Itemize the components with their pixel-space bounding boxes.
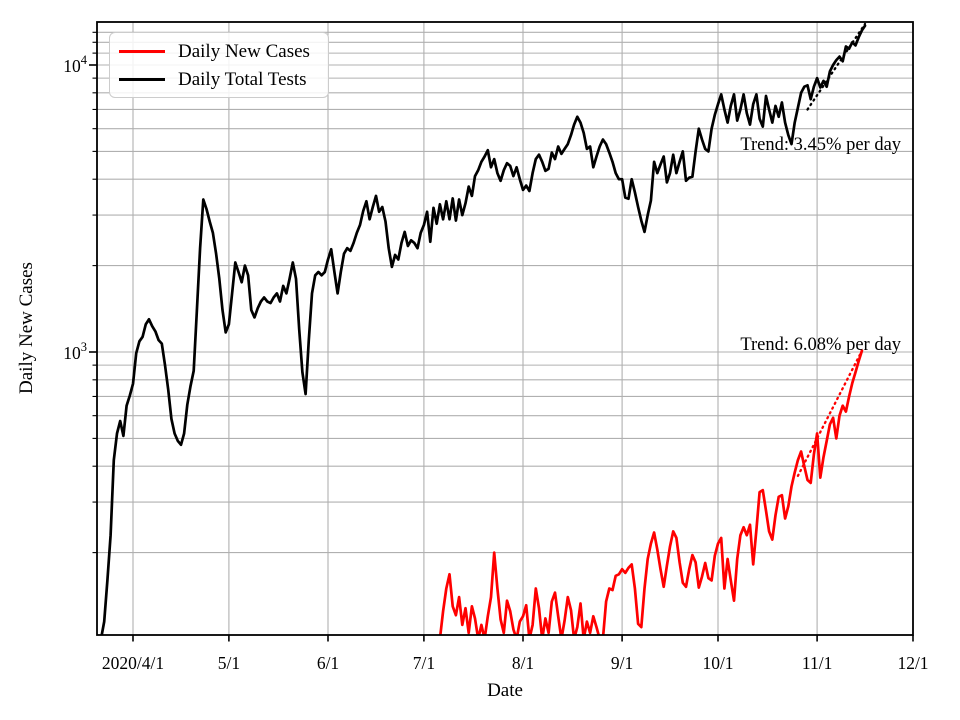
trend-annotation-0: Trend: 3.45% per day (740, 135, 901, 155)
legend-item-daily-total-tests: Daily Total Tests (119, 70, 322, 89)
legend: Daily New Cases Daily Total Tests (109, 32, 329, 98)
x-axis-label: Date (487, 680, 523, 701)
x-tick-label: 10/1 (702, 653, 733, 673)
x-tick-label: 7/1 (413, 653, 435, 673)
daily-total-tests-line (100, 24, 867, 635)
x-tick-label: 5/1 (218, 653, 240, 673)
plot-border (96, 21, 914, 636)
legend-item-label: Daily Total Tests (178, 68, 307, 90)
tests-trend-line (806, 22, 867, 111)
x-tick-label: 6/1 (317, 653, 339, 673)
x-tick-label: 9/1 (611, 653, 633, 673)
axis-ticks (89, 31, 914, 642)
y-axis-label: Daily New Cases (16, 262, 37, 394)
trend-annotation-1: Trend: 6.08% per day (740, 335, 901, 355)
y-tick-label: 103 (63, 340, 87, 363)
legend-item-label: Daily New Cases (178, 40, 310, 62)
daily-new-cases-line (439, 349, 864, 635)
x-tick-label: 8/1 (512, 653, 534, 673)
x-tick-label: 2020/4/1 (102, 653, 164, 673)
gridlines (97, 22, 914, 635)
x-tick-label: 12/1 (897, 653, 928, 673)
legend-line-sample-black (119, 77, 165, 81)
legend-line-sample-red (119, 49, 165, 53)
plot-area (100, 22, 867, 635)
y-tick-label: 104 (63, 53, 88, 76)
x-tick-label: 11/1 (802, 653, 832, 673)
legend-item-daily-new-cases: Daily New Cases (119, 42, 322, 61)
cases-trend-line (796, 349, 864, 478)
